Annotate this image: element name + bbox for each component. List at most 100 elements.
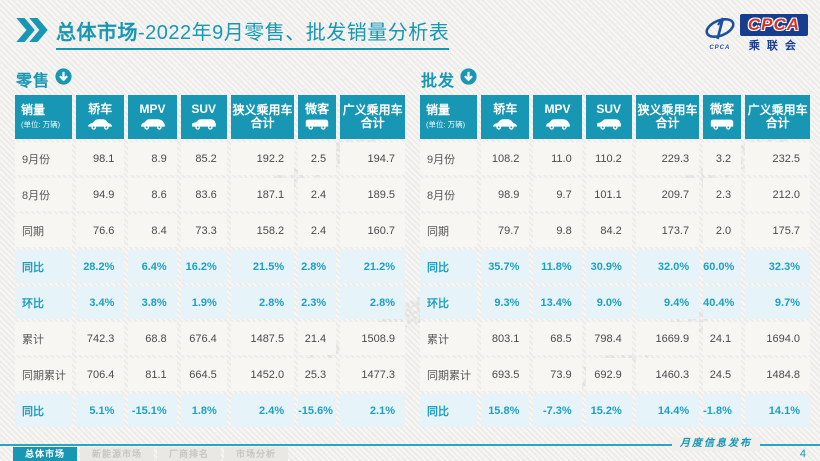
col-header: 轿车	[76, 95, 125, 139]
footer-tabs: 总体市场 新能源市场 厂商排名 市场分析	[13, 447, 289, 461]
cpca-chinese-name: 乘联会	[748, 40, 803, 52]
table-cell: 3.4%	[76, 286, 125, 319]
download-circle-icon	[55, 68, 72, 90]
table-cell: 2.5	[298, 142, 337, 175]
table-cell: 2.8%	[230, 286, 295, 319]
col-header: SUV	[180, 95, 227, 139]
table-cell: 194.7	[340, 142, 405, 175]
col-header-label: 狭义乘用车 合计	[232, 103, 293, 130]
table-cell: 21.2%	[340, 250, 405, 283]
table-cell: 79.7	[481, 214, 530, 247]
col-header: 轿车	[481, 95, 530, 139]
table-cell: 9.7%	[745, 286, 810, 319]
table-cell: 73.9	[533, 358, 582, 391]
unit-note: (单位: 万辆)	[21, 120, 61, 129]
wholesale-section: 批发 销量 (单位: 万辆) 轿车 MPV SUV 狭义乘用车 合计 微客 广义乘用车 合计 9…	[416, 66, 814, 430]
col-header-sales: 销量 (单位: 万辆)	[420, 95, 478, 139]
table-cell: 2.4%	[230, 394, 295, 427]
col-header-label: SUV	[191, 102, 217, 116]
table-cell: 9.4%	[635, 286, 700, 319]
table-cell: 1694.0	[745, 322, 810, 355]
double-chevron-icon	[16, 18, 48, 47]
table-cell: 2.0	[703, 214, 742, 247]
col-header: 广义乘用车 合计	[340, 95, 405, 139]
page-title: 总体市场-2022年9月零售、批发销量分析表	[56, 16, 450, 50]
col-header-label: MPV	[544, 102, 571, 116]
table-cell: -1.8%	[703, 394, 742, 427]
table-cell: 13.4%	[533, 286, 582, 319]
table-cell: 11.0	[533, 142, 582, 175]
tab-nev-market[interactable]: 新能源市场	[80, 447, 155, 461]
col-header-label: 广义乘用车 合计	[342, 103, 403, 130]
table-cell: 706.4	[76, 358, 125, 391]
table-cell: 2.1%	[340, 394, 405, 427]
table-cell: 1.8%	[180, 394, 227, 427]
row-label: 环比	[420, 286, 478, 319]
table-cell: 101.1	[585, 178, 632, 211]
table-row: 9月份 98.1 8.9 85.2 192.2 2.5 194.7	[15, 142, 405, 175]
cpca-wordmark-box: CPCA	[740, 14, 808, 36]
sedan-icon	[76, 118, 124, 131]
table-cell: 3.8%	[128, 286, 177, 319]
table-cell: 24.5	[703, 358, 742, 391]
table-cell: 160.7	[340, 214, 405, 247]
col-header-label: 狭义乘用车 合计	[637, 103, 698, 130]
col-header-label: 微客	[305, 102, 330, 116]
table-cell: 212.0	[745, 178, 810, 211]
col-header-label: 微客	[710, 102, 735, 116]
table-cell: 8.9	[128, 142, 177, 175]
row-label: 8月份	[420, 178, 478, 211]
row-label: 同期	[420, 214, 478, 247]
table-row: 累计 742.3 68.8 676.4 1487.5 21.4 1508.9	[15, 322, 405, 355]
table-cell: 173.7	[635, 214, 700, 247]
table-cell: 1452.0	[230, 358, 295, 391]
wholesale-section-header: 批发	[421, 66, 814, 92]
table-cell: 24.1	[703, 322, 742, 355]
table-cell: 676.4	[180, 322, 227, 355]
row-label: 同比	[15, 250, 73, 283]
table-cell: 9.3%	[481, 286, 530, 319]
table-cell: 1460.3	[635, 358, 700, 391]
table-cell: 158.2	[230, 214, 295, 247]
table-cell: 189.5	[340, 178, 405, 211]
col-header: 狭义乘用车 合计	[230, 95, 295, 139]
table-cell: 25.3	[298, 358, 337, 391]
col-header-label: SUV	[596, 102, 622, 116]
table-cell: 16.2%	[180, 250, 227, 283]
table-row: 同期 76.6 8.4 73.3 158.2 2.4 160.7	[15, 214, 405, 247]
table-cell: 73.3	[180, 214, 227, 247]
table-cell: 28.2%	[76, 250, 125, 283]
page-title-bold: 总体市场	[56, 22, 138, 44]
microvan-icon	[703, 118, 741, 131]
table-cell: 11.8%	[533, 250, 582, 283]
unit-note: (单位: 万辆)	[426, 120, 466, 129]
tab-overall-market[interactable]: 总体市场	[13, 447, 78, 461]
row-label: 8月份	[15, 178, 73, 211]
table-cell: 1484.8	[745, 358, 810, 391]
col-header-label: 轿车	[493, 102, 518, 116]
table-cell: 2.4	[298, 214, 337, 247]
table-cell: 35.7%	[481, 250, 530, 283]
col-header-label: 销量	[426, 103, 451, 117]
row-label: 环比	[15, 286, 73, 319]
table-cell: 85.2	[180, 142, 227, 175]
table-cell: -15.1%	[128, 394, 177, 427]
col-header: 狭义乘用车 合计	[635, 95, 700, 139]
table-cell: 8.6	[128, 178, 177, 211]
table-cell: 1669.9	[635, 322, 700, 355]
col-header: MPV	[533, 95, 582, 139]
table-row: 同期累计 693.5 73.9 692.9 1460.3 24.5 1484.8	[420, 358, 810, 391]
table-cell: 40.4%	[703, 286, 742, 319]
tab-market-analysis[interactable]: 市场分析	[224, 447, 289, 461]
cpca-emblem-icon: CPCA	[704, 16, 736, 51]
table-cell: 14.1%	[745, 394, 810, 427]
tab-manufacturer-ranking[interactable]: 厂商排名	[157, 447, 222, 461]
table-cell: 8.4	[128, 214, 177, 247]
table-cell: 1487.5	[230, 322, 295, 355]
col-header-label: 销量	[21, 103, 46, 117]
col-header: 广义乘用车 合计	[745, 95, 810, 139]
table-cell: 68.5	[533, 322, 582, 355]
table-cell: 21.5%	[230, 250, 295, 283]
table-row: 9月份 108.2 11.0 110.2 229.3 3.2 232.5	[420, 142, 810, 175]
